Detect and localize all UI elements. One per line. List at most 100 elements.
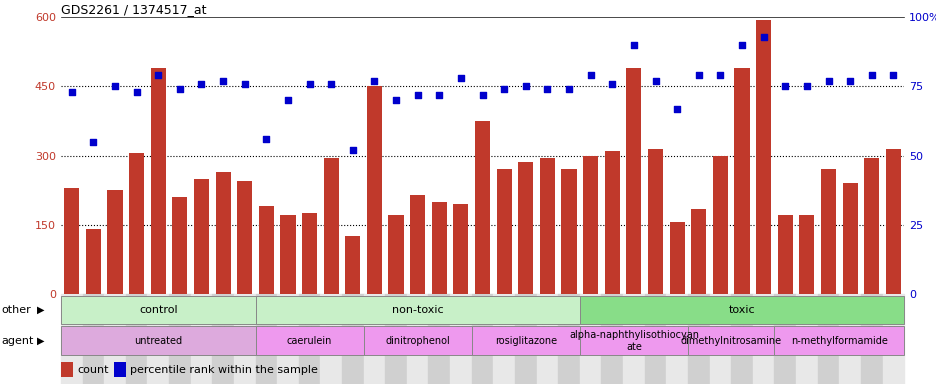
Bar <box>342 294 363 384</box>
Bar <box>428 294 449 384</box>
Bar <box>841 183 856 294</box>
Point <box>648 78 663 84</box>
Bar <box>82 294 104 384</box>
Bar <box>860 294 882 384</box>
Bar <box>687 326 774 355</box>
Text: rosiglitazone: rosiglitazone <box>494 336 556 346</box>
Bar <box>172 197 187 294</box>
Bar <box>280 215 295 294</box>
Point <box>65 89 80 95</box>
Point <box>496 86 511 92</box>
Point <box>820 78 835 84</box>
Bar <box>129 153 144 294</box>
Bar <box>410 195 425 294</box>
Text: toxic: toxic <box>728 305 754 315</box>
Bar <box>258 206 273 294</box>
Point <box>108 83 123 89</box>
Bar <box>536 294 558 384</box>
Text: alpha-naphthylisothiocyan
ate: alpha-naphthylisothiocyan ate <box>568 330 698 352</box>
Bar <box>367 86 382 294</box>
Bar <box>709 294 730 384</box>
Bar <box>61 294 82 384</box>
Point <box>431 92 446 98</box>
Point <box>172 86 187 92</box>
Bar <box>147 294 168 384</box>
Point <box>280 97 295 103</box>
Bar <box>518 162 533 294</box>
Bar <box>496 169 511 294</box>
Point <box>194 81 209 87</box>
Bar <box>61 362 72 377</box>
Bar <box>320 294 342 384</box>
Point <box>539 86 554 92</box>
Point <box>258 136 273 142</box>
Point <box>755 33 770 40</box>
Bar <box>601 294 622 384</box>
Bar <box>885 149 900 294</box>
Text: ▶: ▶ <box>37 305 44 315</box>
Bar <box>256 326 363 355</box>
Bar <box>579 294 601 384</box>
Point <box>453 75 468 81</box>
Bar <box>752 294 774 384</box>
Bar <box>730 294 752 384</box>
Bar <box>385 294 406 384</box>
Point <box>323 81 338 87</box>
Point <box>129 89 144 95</box>
Text: n-methylformamide: n-methylformamide <box>790 336 886 346</box>
Bar <box>104 294 125 384</box>
Bar <box>212 294 234 384</box>
Point <box>561 86 576 92</box>
Bar <box>449 294 471 384</box>
Bar <box>644 294 665 384</box>
Bar <box>388 215 403 294</box>
Bar <box>363 326 471 355</box>
Bar <box>453 204 468 294</box>
Point <box>712 72 727 78</box>
Text: other: other <box>2 305 32 315</box>
Point <box>669 106 684 112</box>
Bar <box>344 236 360 294</box>
Bar <box>625 68 641 294</box>
Point <box>367 78 382 84</box>
Bar <box>301 213 316 294</box>
Point <box>604 81 619 87</box>
Point <box>734 42 749 48</box>
Bar <box>648 149 663 294</box>
Bar <box>691 209 706 294</box>
Point <box>345 147 360 153</box>
Point <box>475 92 490 98</box>
Bar <box>237 181 252 294</box>
Bar <box>471 326 579 355</box>
Point <box>841 78 856 84</box>
Bar <box>406 294 428 384</box>
Bar <box>475 121 490 294</box>
Bar <box>431 202 446 294</box>
Text: ▶: ▶ <box>37 336 44 346</box>
Bar <box>774 294 796 384</box>
Text: GDS2261 / 1374517_at: GDS2261 / 1374517_at <box>61 3 206 16</box>
Point <box>410 92 425 98</box>
Text: dinitrophenol: dinitrophenol <box>385 336 449 346</box>
Bar <box>798 215 813 294</box>
Bar <box>669 222 684 294</box>
Text: percentile rank within the sample: percentile rank within the sample <box>129 364 317 375</box>
Bar <box>755 20 770 294</box>
Bar <box>796 294 817 384</box>
Bar <box>539 158 554 294</box>
Bar <box>234 294 256 384</box>
Bar <box>622 294 644 384</box>
Bar <box>256 296 579 324</box>
Bar <box>86 229 101 294</box>
Point <box>388 97 403 103</box>
Bar <box>114 362 125 377</box>
Text: untreated: untreated <box>134 336 183 346</box>
Text: count: count <box>77 364 109 375</box>
Bar <box>863 158 878 294</box>
Bar <box>323 158 339 294</box>
Point <box>777 83 792 89</box>
Point <box>582 72 597 78</box>
Bar <box>839 294 860 384</box>
Bar <box>151 68 166 294</box>
Bar <box>256 294 277 384</box>
